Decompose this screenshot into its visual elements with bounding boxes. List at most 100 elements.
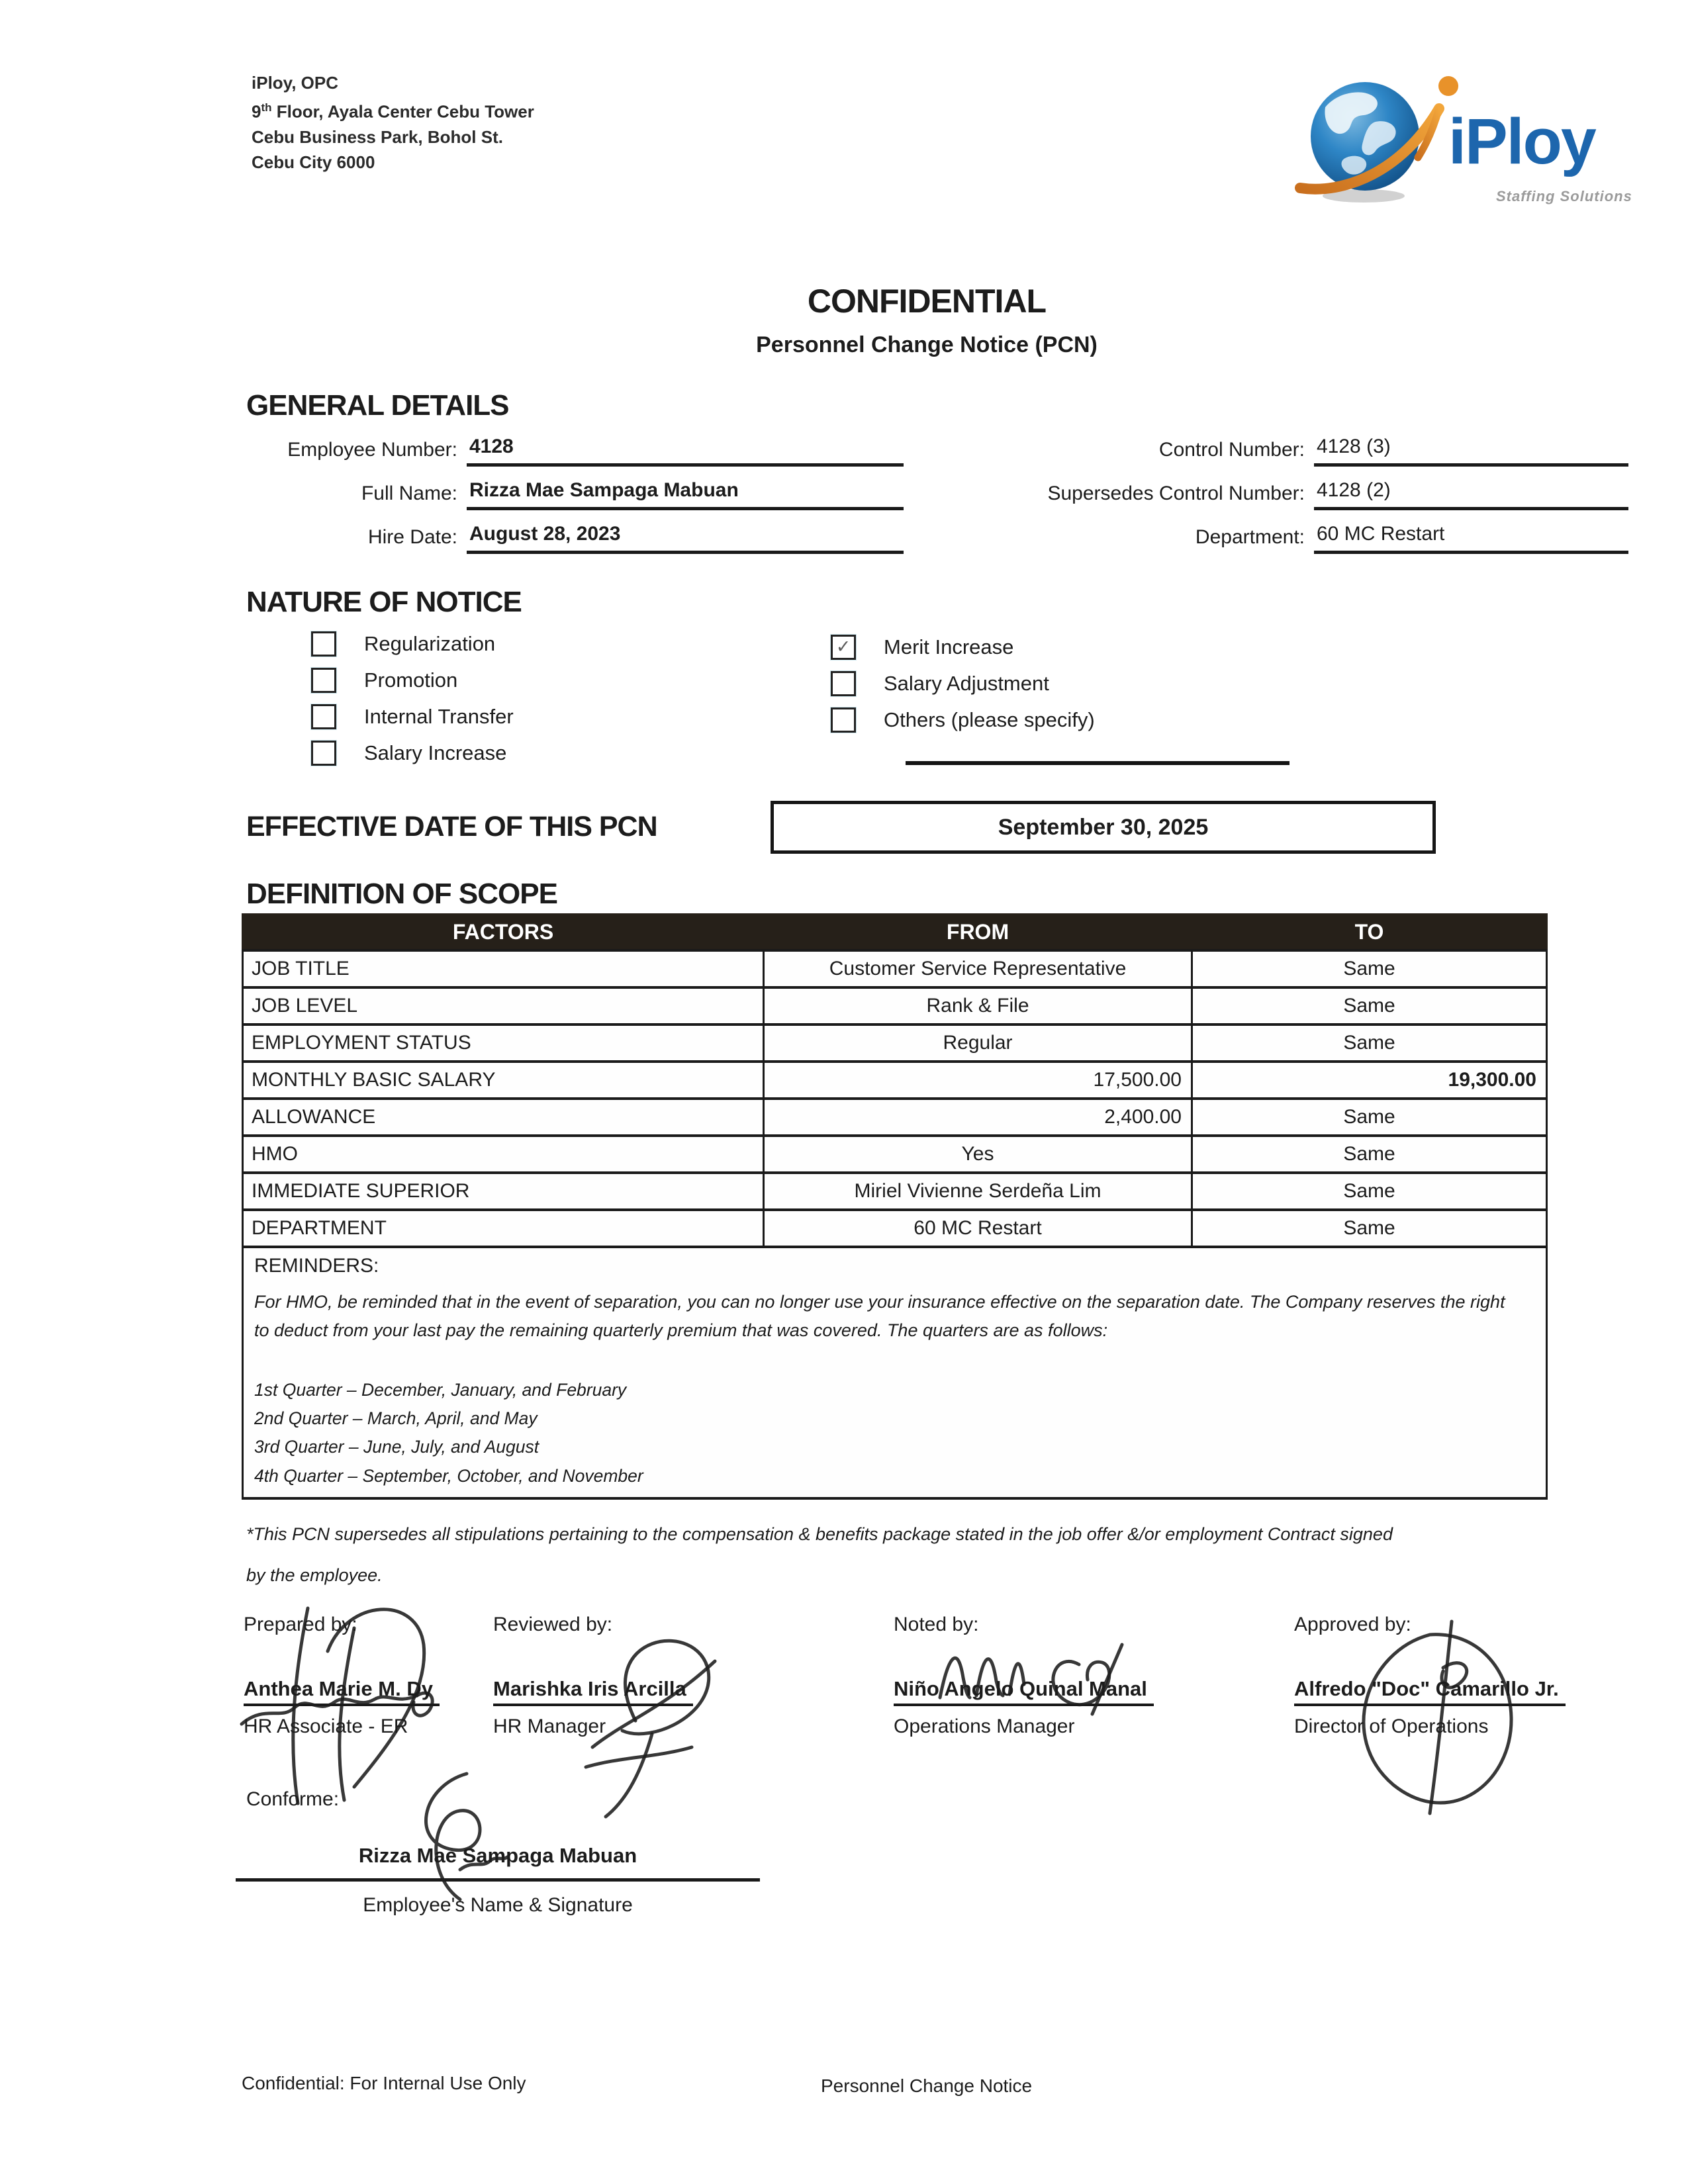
to-cell: Same — [1191, 948, 1548, 989]
table-row: JOB LEVEL Rank & File Same — [242, 985, 1548, 1026]
full-name-value: Rizza Mae Sampaga Mabuan — [467, 479, 904, 510]
table-row: IMMEDIATE SUPERIOR Miriel Vivienne Serde… — [242, 1171, 1548, 1211]
employee-number-label: Employee Number: — [287, 439, 457, 461]
checkbox-item-others: Others (please specify) — [831, 702, 1095, 738]
field-row: Employee Number: 4128 — [248, 433, 904, 467]
checkbox-label: Salary Increase — [364, 741, 507, 764]
effective-date-heading: EFFECTIVE DATE OF THIS PCN — [246, 811, 658, 842]
factor-cell: MONTHLY BASIC SALARY — [242, 1060, 765, 1100]
factor-cell: EMPLOYMENT STATUS — [242, 1023, 765, 1063]
others-checkbox[interactable] — [831, 707, 856, 733]
scope-table: FACTORS FROM TO JOB TITLE Customer Servi… — [242, 913, 1548, 1500]
reminders-cell: REMINDERS: For HMO, be reminded that in … — [242, 1245, 1548, 1500]
checkbox-label: Internal Transfer — [364, 704, 514, 728]
from-cell: 60 MC Restart — [763, 1208, 1193, 1248]
promotion-checkbox[interactable] — [311, 667, 336, 693]
field-row: Hire Date: August 28, 2023 — [248, 521, 904, 554]
from-cell: Yes — [763, 1134, 1193, 1174]
control-number-value: 4128 (3) — [1314, 435, 1628, 467]
merit-increase-checkbox[interactable]: ✓ — [831, 634, 856, 660]
signatory-name: Niño Angelo Quinal Manal — [894, 1677, 1154, 1706]
control-number-label: Control Number: — [1158, 439, 1305, 461]
signatory-title: Operations Manager — [894, 1715, 1075, 1737]
footer-confidential-text: Confidential: For Internal Use Only — [242, 2073, 526, 2093]
letterhead: iPloy, OPC 9th Floor, Ayala Center Cebu … — [252, 70, 534, 175]
checkbox-item-internal-transfer: Internal Transfer — [311, 698, 514, 735]
signatory-reviewed-by: Reviewed by: Marishka Iris Arcilla HR Ma… — [493, 1614, 894, 1738]
from-cell: Rank & File — [763, 985, 1193, 1026]
checkbox-label: Promotion — [364, 668, 458, 692]
conforme-caption: Employee's Name & Signature — [363, 1894, 633, 1916]
general-details-right: Control Number: 4128 (3) Supersedes Cont… — [953, 433, 1628, 565]
signatory-prepared-by: Prepared by: Anthea Marie M. Dy HR Assoc… — [244, 1614, 493, 1738]
signatories: Prepared by: Anthea Marie M. Dy HR Assoc… — [244, 1614, 1644, 1738]
salary-adjustment-checkbox[interactable] — [831, 670, 856, 696]
general-details-left: Employee Number: 4128 Full Name: Rizza M… — [248, 433, 904, 565]
quarter-line: 1st Quarter – December, January, and Feb… — [254, 1379, 627, 1400]
regularization-checkbox[interactable] — [311, 631, 336, 657]
factor-cell: HMO — [242, 1134, 765, 1174]
to-cell: 19,300.00 — [1191, 1060, 1548, 1100]
to-cell: Same — [1191, 1171, 1548, 1211]
checkbox-item-regularization: Regularization — [311, 625, 514, 662]
quarter-line: 3rd Quarter – June, July, and August — [254, 1437, 539, 1457]
check-icon: ✓ — [835, 637, 851, 657]
letterhead-address-line: 9th Floor, Ayala Center Cebu Tower — [252, 101, 534, 122]
checkbox-label: Salary Adjustment — [884, 671, 1049, 695]
hire-date-label: Hire Date: — [367, 526, 457, 548]
to-cell: Same — [1191, 1023, 1548, 1063]
signatory-heading: Approved by: — [1294, 1614, 1411, 1635]
signatory-noted-by: Noted by: Niño Angelo Quinal Manal Opera… — [894, 1614, 1294, 1738]
footer-doc-name: Personnel Change Notice — [821, 2075, 1033, 2096]
nature-of-notice-heading: NATURE OF NOTICE — [246, 586, 522, 618]
checkbox-label: Regularization — [364, 631, 496, 655]
table-row: DEPARTMENT 60 MC Restart Same — [242, 1208, 1548, 1248]
hire-date-value: August 28, 2023 — [467, 523, 904, 554]
signatory-name: Marishka Iris Arcilla — [493, 1677, 693, 1706]
from-cell: 2,400.00 — [763, 1097, 1193, 1137]
general-details-heading: GENERAL DETAILS — [246, 389, 510, 422]
table-row: EMPLOYMENT STATUS Regular Same — [242, 1023, 1548, 1063]
quarter-line: 4th Quarter – September, October, and No… — [254, 1465, 643, 1486]
signatory-name: Alfredo "Doc" Camarillo Jr. — [1294, 1677, 1566, 1706]
col-header-to: TO — [1191, 913, 1548, 951]
checkbox-item-merit-increase: ✓ Merit Increase — [831, 629, 1095, 665]
effective-date-value: September 30, 2025 — [998, 814, 1209, 840]
salary-increase-checkbox[interactable] — [311, 740, 336, 766]
signatory-title: HR Manager — [493, 1715, 606, 1737]
signatory-title: HR Associate - ER — [244, 1715, 408, 1737]
effective-date-box: September 30, 2025 — [771, 801, 1436, 854]
from-cell: Regular — [763, 1023, 1193, 1063]
others-specify-blank-line — [906, 761, 1289, 765]
checkbox-item-salary-adjustment: Salary Adjustment — [831, 665, 1095, 702]
table-row: JOB TITLE Customer Service Representativ… — [242, 948, 1548, 989]
from-cell: Miriel Vivienne Serdeña Lim — [763, 1171, 1193, 1211]
signatory-heading: Noted by: — [894, 1614, 979, 1635]
employee-number-value: 4128 — [467, 435, 904, 467]
field-row: Control Number: 4128 (3) — [953, 433, 1628, 467]
note-line: by the employee. — [246, 1565, 383, 1586]
scope-header-row: FACTORS FROM TO — [242, 913, 1548, 951]
conforme-name-line: Rizza Mae Sampaga Mabuan — [236, 1821, 760, 1882]
to-cell: Same — [1191, 1208, 1548, 1248]
col-header-from: FROM — [763, 913, 1193, 951]
field-row: Full Name: Rizza Mae Sampaga Mabuan — [248, 477, 904, 510]
field-row: Supersedes Control Number: 4128 (2) — [953, 477, 1628, 510]
factor-cell: IMMEDIATE SUPERIOR — [242, 1171, 765, 1211]
nature-checkboxes-left: Regularization Promotion Internal Transf… — [311, 625, 514, 771]
factor-cell: JOB TITLE — [242, 948, 765, 989]
to-cell: Same — [1191, 1134, 1548, 1174]
letterhead-address-line: Cebu City 6000 — [252, 152, 375, 172]
field-row: Department: 60 MC Restart — [953, 521, 1628, 554]
internal-transfer-checkbox[interactable] — [311, 704, 336, 729]
nature-checkboxes-right: ✓ Merit Increase Salary Adjustment Other… — [831, 629, 1095, 738]
factor-cell: JOB LEVEL — [242, 985, 765, 1026]
to-cell: Same — [1191, 1097, 1548, 1137]
quarter-line: 2nd Quarter – March, April, and May — [254, 1408, 538, 1429]
col-header-factors: FACTORS — [242, 913, 765, 951]
signatory-heading: Prepared by: — [244, 1614, 357, 1635]
note-line: *This PCN supersedes all stipulations pe… — [246, 1524, 1393, 1544]
supersedes-note: *This PCN supersedes all stipulations pe… — [246, 1522, 1517, 1588]
reminders-body: For HMO, be reminded that in the event o… — [254, 1291, 1505, 1341]
